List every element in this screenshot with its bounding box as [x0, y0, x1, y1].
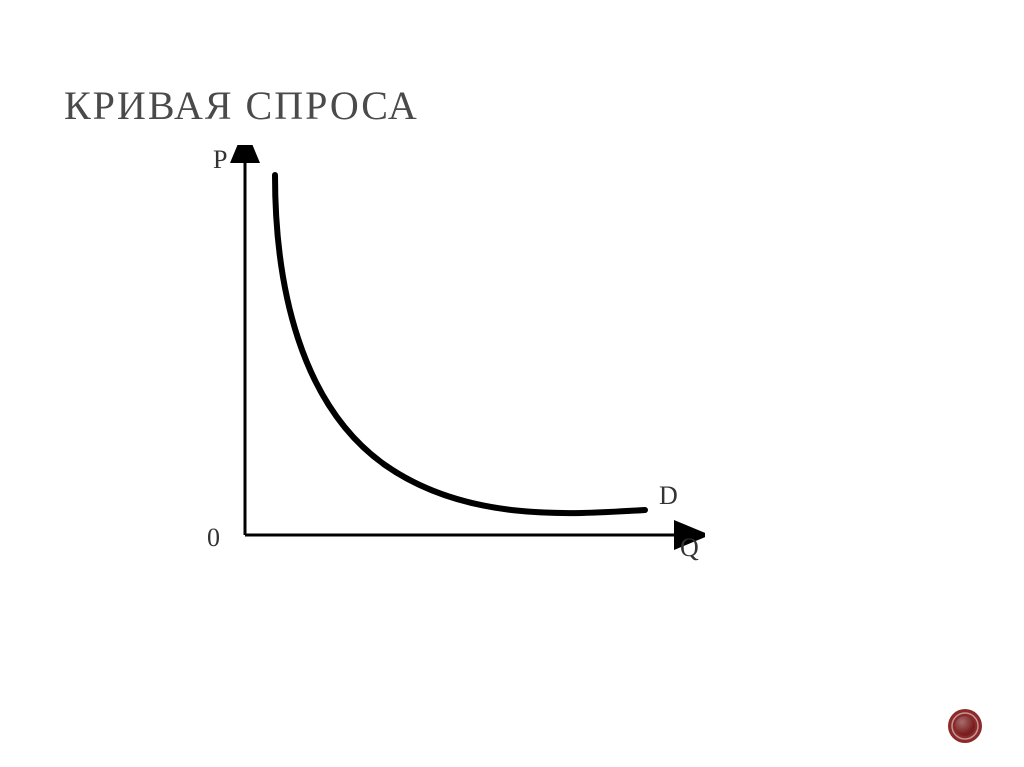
origin-label: 0 [207, 523, 220, 553]
curve-label: D [659, 481, 678, 511]
slide-decoration-icon [948, 709, 982, 743]
x-axis-label: Q [680, 533, 699, 563]
demand-curve [275, 175, 645, 513]
y-axis-label: P [213, 145, 227, 175]
chart-svg [185, 145, 705, 575]
demand-curve-chart: P 0 D Q [185, 145, 705, 575]
slide-title: КРИВАЯ СПРОСА [64, 82, 419, 129]
